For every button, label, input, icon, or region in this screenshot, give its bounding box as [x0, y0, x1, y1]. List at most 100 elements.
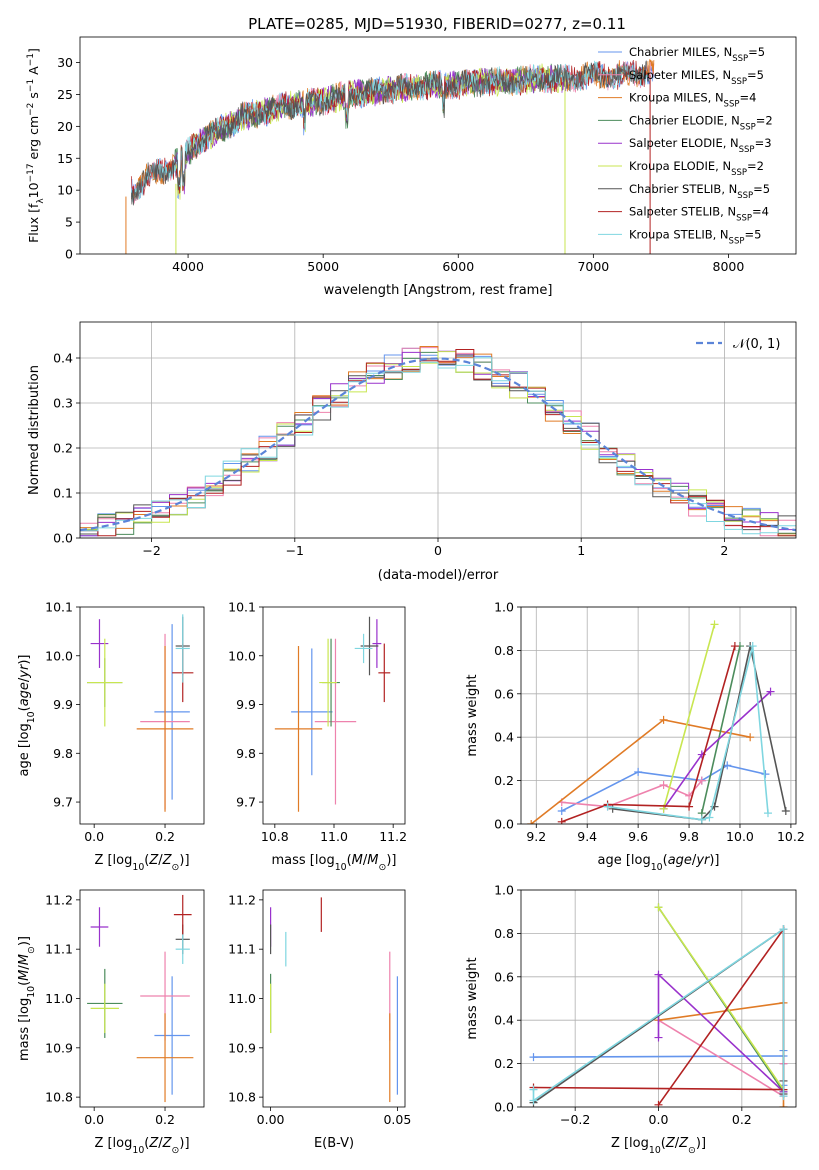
label-part: mass [log — [17, 998, 32, 1061]
weight-point — [659, 715, 668, 724]
y-tick-label: 11.1 — [45, 942, 73, 957]
label-part: ] — [26, 48, 41, 53]
y-tick-label: 0.1 — [53, 486, 73, 501]
weight-point — [766, 687, 775, 696]
y-tick-label: 0.0 — [494, 1100, 514, 1115]
label-part: Flux [f — [26, 203, 41, 243]
y-tick-label: 0.6 — [494, 686, 514, 701]
label-part: / — [17, 677, 32, 682]
legend-count: =5 — [753, 182, 770, 196]
weight-point — [529, 1053, 538, 1062]
label-part: M — [352, 853, 363, 868]
y-axis-label: mass weight — [465, 674, 480, 756]
y-tick-label: 10 — [57, 183, 73, 198]
mass-vs-Z-panel: 0.0 0.210.810.911.011.111.2Z [log10(Z/Z⊙)… — [17, 889, 205, 1156]
plot-area — [87, 614, 194, 812]
x-tick-label: −2 — [142, 543, 160, 558]
weight-point — [697, 776, 706, 785]
y-tick-label: 5 — [65, 215, 73, 230]
label-part: age — [668, 853, 692, 868]
legend-label: Salpeter ELODIE, NSSP=3 — [629, 136, 772, 155]
spectrum-series — [130, 60, 648, 203]
legend-count: =5 — [744, 227, 761, 241]
label-part: Z [log — [94, 853, 132, 868]
label-part: M — [367, 853, 378, 868]
legend-label-text: Salpeter ELODIE, N — [629, 136, 739, 150]
label-part: M — [17, 970, 32, 981]
y-tick-label: 9.9 — [236, 697, 256, 712]
x-tick-label: 8000 — [713, 259, 745, 274]
legend-count: =2 — [756, 113, 773, 127]
weight-point — [779, 925, 788, 934]
spectrum-panel: 4000 5000 6000 7000 8000 0 5 10 15 20 25 30 waveleng… — [26, 36, 797, 298]
legend-count: =4 — [752, 205, 769, 219]
label-part: A — [26, 66, 41, 79]
x-tick-label: 2 — [720, 543, 728, 558]
label-part: / — [692, 853, 697, 868]
legend-label-text: Kroupa ELODIE, N — [629, 159, 731, 173]
x-axis-label: Z [log10(Z/Z⊙)] — [94, 1136, 189, 1156]
y-tick-label: 0.0 — [53, 531, 73, 546]
label-part: ⊙ — [688, 1145, 696, 1156]
plot-area — [125, 59, 655, 254]
x-tick-label: −0.2 — [560, 1112, 590, 1127]
label-part: ⊙ — [26, 946, 37, 954]
histogram-series — [80, 357, 796, 538]
y-tick-label: 0.6 — [494, 969, 514, 984]
label-part: / — [158, 1136, 163, 1151]
label-part: ( — [17, 706, 32, 711]
plot-area — [80, 346, 796, 538]
label-part: ( — [663, 853, 668, 868]
label-part: 10 — [649, 1145, 661, 1156]
label-part: yr — [17, 663, 32, 679]
label-part: )] — [17, 936, 32, 946]
legend-label-text: Salpeter MILES, N — [629, 68, 731, 82]
weight-series-line — [658, 1001, 785, 1107]
x-tick-label: 1 — [577, 543, 585, 558]
legend-subscript: SSP — [732, 54, 748, 64]
x-tick-label: 10.8 — [261, 829, 289, 844]
label-part: age — [17, 682, 32, 706]
x-tick-label: 0.05 — [383, 1112, 411, 1127]
x-tick-label: 0.2 — [732, 1112, 752, 1127]
y-tick-label: 11.0 — [228, 991, 256, 1006]
axes-frame — [79, 889, 205, 1108]
legend-label: Kroupa ELODIE, NSSP=2 — [629, 159, 764, 178]
label-part: )] — [386, 853, 396, 868]
label-part: )] — [709, 853, 719, 868]
legend-count: =4 — [739, 91, 756, 105]
weight-point — [529, 1085, 538, 1094]
y-tick-label: 9.8 — [53, 746, 73, 761]
x-axis-label: Z [log10(Z/Z⊙)] — [94, 853, 189, 873]
x-tick-label: 11.2 — [379, 829, 407, 844]
x-tick-label: −1 — [286, 543, 304, 558]
x-tick-label: 9.4 — [577, 829, 597, 844]
y-tick-label: 0.8 — [494, 926, 514, 941]
legend-subscript: SSP — [729, 236, 745, 246]
weight-series-line — [658, 1019, 785, 1098]
weight-point — [654, 1033, 663, 1042]
spectrum-series — [130, 60, 648, 206]
mass-weight-vs-Z-panel: −0.2 0.0 0.20.00.20.40.60.81.0Z [log10(Z/Z… — [465, 883, 797, 1156]
plot-area — [529, 903, 788, 1107]
label-part: 10 — [132, 862, 144, 873]
axes-frame — [79, 321, 797, 539]
x-tick-label: 0.0 — [84, 829, 104, 844]
axes-frame — [520, 889, 797, 1108]
weight-point — [685, 802, 694, 811]
y-tick-label: 11.0 — [45, 991, 73, 1006]
weight-point — [730, 642, 739, 651]
y-tick-label: 0.2 — [53, 441, 73, 456]
label-part: ( — [347, 853, 352, 868]
label-part: ( — [144, 853, 149, 868]
y-axis-label: mass [log10(M/M⊙)] — [17, 936, 37, 1061]
y-tick-label: 30 — [57, 55, 73, 70]
label-part: 10 — [26, 986, 37, 998]
weight-point — [654, 970, 663, 979]
label-part: Z — [162, 853, 173, 868]
label-part: ⊙ — [379, 862, 387, 873]
label-part: E(B-V) — [314, 1136, 354, 1151]
y-tick-label: 9.7 — [53, 795, 73, 810]
weight-point — [779, 1103, 788, 1107]
